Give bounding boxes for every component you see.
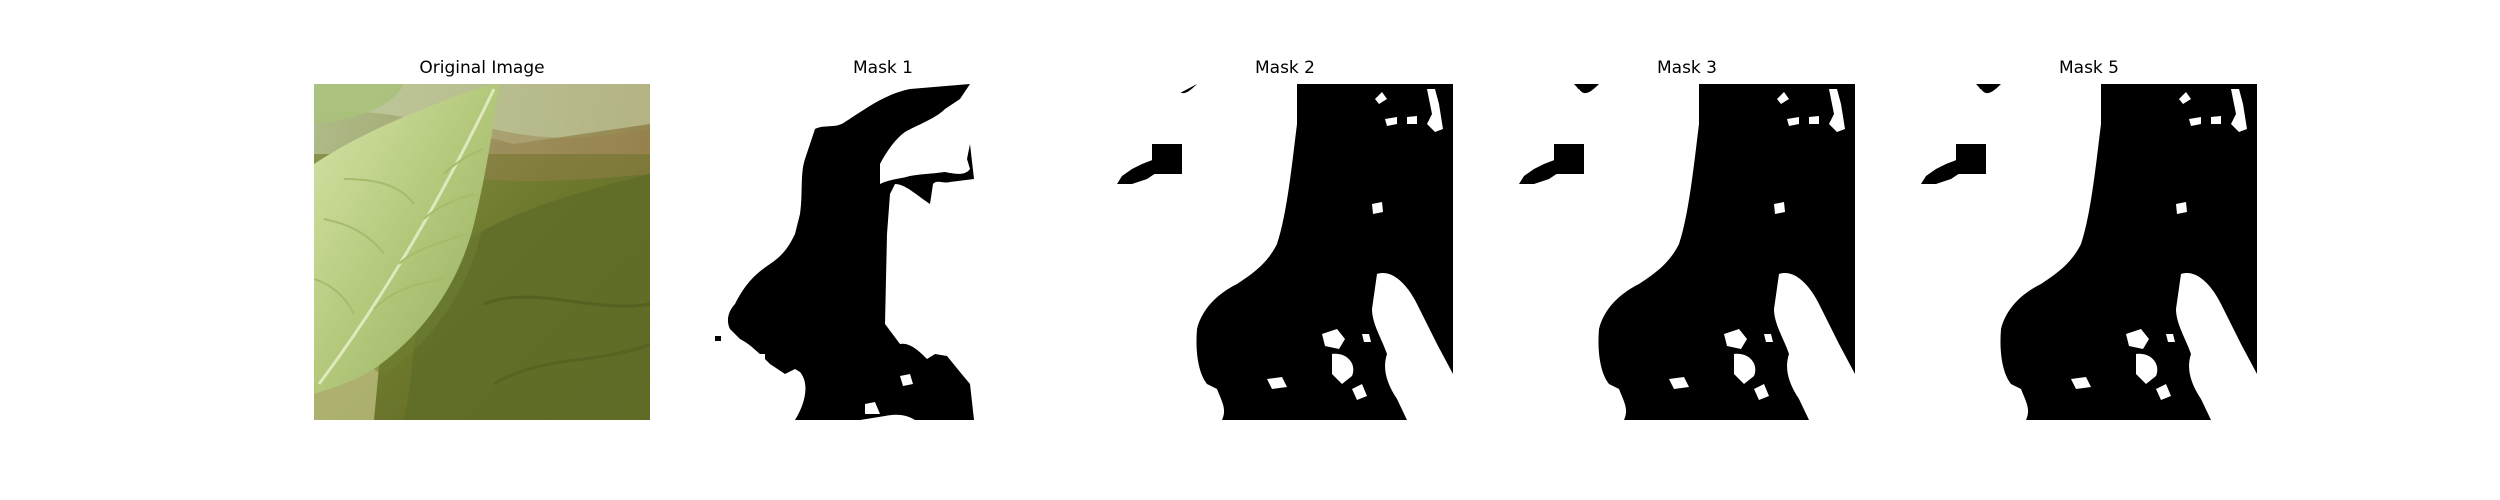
mask-1-image [715,84,1051,420]
original-image [314,84,650,420]
mask-5-image [1921,84,2257,420]
mask-2 [1117,84,1453,420]
panel-title-original: Original Image [419,58,545,78]
mask-3 [1519,84,1855,420]
mask-1 [715,84,1051,420]
mask-3-image [1519,84,1855,420]
mask-2-image [1117,84,1453,420]
leaf-photo [314,84,650,420]
panel-title-mask-3: Mask 3 [1656,58,1717,78]
panel-title-mask-2: Mask 2 [1254,58,1315,78]
panel-title-mask-1: Mask 1 [852,58,913,78]
panel-title-mask-5: Mask 5 [2058,58,2119,78]
mask-5 [1921,84,2257,420]
